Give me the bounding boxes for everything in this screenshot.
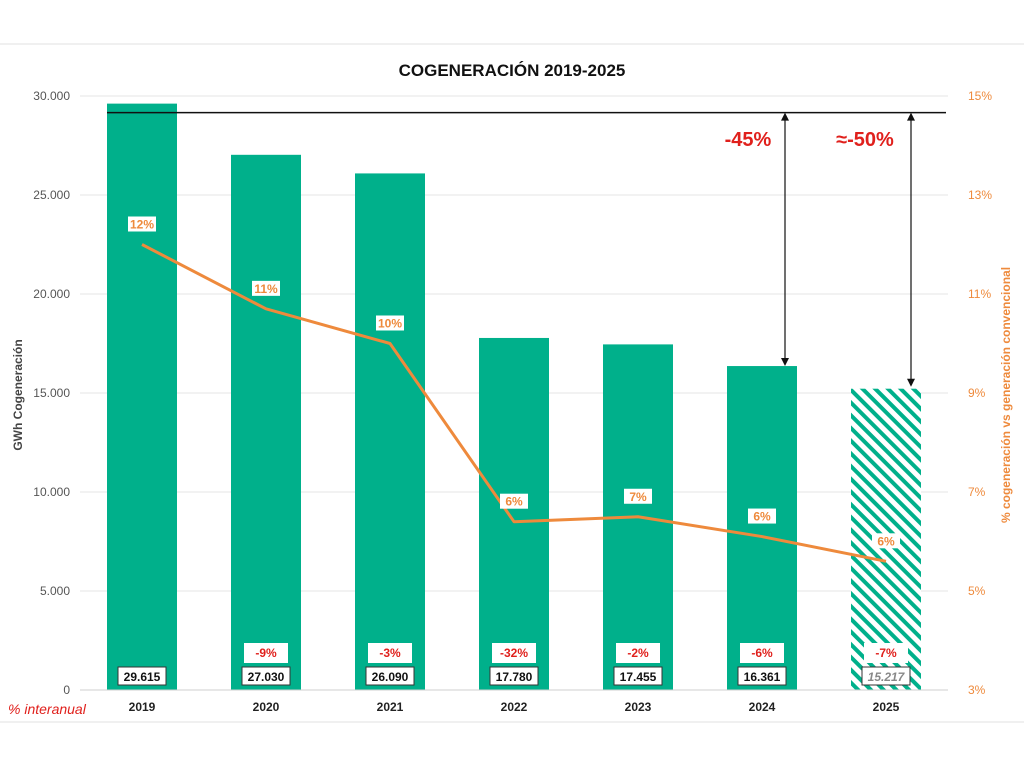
x-tick-label: 2021	[377, 700, 404, 714]
yoy-label-box	[864, 643, 908, 663]
value-label: 16.361	[744, 670, 781, 684]
value-label-box	[241, 666, 291, 686]
y-right-tick-label: 13%	[968, 188, 992, 202]
arrow-2025-head-top	[907, 112, 915, 121]
arrow-2024-head-top	[781, 112, 789, 121]
yoy-label-box	[244, 643, 288, 663]
value-label-box	[861, 666, 911, 686]
x-tick-label: 2019	[129, 700, 156, 714]
value-label: 17.780	[496, 670, 533, 684]
line-label-box	[252, 280, 280, 296]
line-label: 12%	[130, 218, 154, 232]
value-label-box	[613, 666, 663, 686]
yoy-label-box	[492, 643, 536, 663]
yoy-label: -32%	[500, 646, 528, 660]
yoy-label-box	[740, 643, 784, 663]
y-tick-label: 15.000	[33, 386, 70, 400]
yoy-label-box	[368, 643, 412, 663]
line-label-box	[376, 315, 404, 331]
bar-2024	[727, 366, 797, 690]
arrow-2025-head-bottom	[907, 378, 915, 387]
bar-2022	[479, 337, 549, 690]
x-tick-label: 2023	[625, 700, 652, 714]
bar-2019	[107, 103, 177, 691]
yoy-label: -6%	[751, 646, 773, 660]
line-label: 6%	[505, 495, 523, 509]
line-label: 11%	[254, 282, 278, 296]
x-tick-label: 2024	[749, 700, 776, 714]
value-label-box	[117, 666, 167, 686]
line-label-box	[128, 216, 156, 232]
y-tick-label: 5.000	[40, 584, 70, 598]
y-tick-label: 30.000	[33, 89, 70, 103]
yoy-label: -2%	[627, 646, 649, 660]
line-label: 6%	[753, 510, 771, 524]
line-label: 10%	[378, 317, 402, 331]
value-label: 15.217	[868, 670, 906, 684]
bar-2021	[355, 173, 425, 691]
value-label-box	[365, 666, 415, 686]
y-tick-label: 10.000	[33, 485, 70, 499]
value-label: 17.455	[620, 670, 657, 684]
y-tick-label: 25.000	[33, 188, 70, 202]
y-right-tick-label: 3%	[968, 683, 986, 697]
x-tick-label: 2022	[501, 700, 528, 714]
y-tick-label: 0	[63, 683, 70, 697]
y-right-tick-label: 15%	[968, 89, 992, 103]
yoy-label: -3%	[379, 646, 401, 660]
value-label: 29.615	[124, 670, 161, 684]
bar-2020	[231, 154, 301, 690]
interanual-label: % interanual	[8, 701, 87, 717]
yoy-label: -7%	[875, 646, 897, 660]
annotation-2024: -45%	[725, 129, 772, 151]
x-tick-label: 2020	[253, 700, 280, 714]
annotation-2025: ≈-50%	[836, 129, 894, 151]
y-axis-label-right: % cogeneración vs generación convenciona…	[999, 267, 1013, 523]
chart-title: COGENERACIÓN 2019-2025	[399, 61, 626, 80]
value-label-box	[737, 666, 787, 686]
line-label-box	[500, 493, 528, 509]
y-right-tick-label: 11%	[968, 287, 991, 301]
value-label: 27.030	[248, 670, 285, 684]
line-label-box	[872, 533, 900, 549]
x-tick-label: 2025	[873, 700, 900, 714]
y-tick-label: 20.000	[33, 287, 70, 301]
line-label: 6%	[877, 534, 895, 548]
value-label-box	[489, 666, 539, 686]
line-label-box	[624, 488, 652, 504]
arrow-2024-head-bottom	[781, 358, 789, 367]
yoy-label-box	[616, 643, 660, 663]
y-right-tick-label: 5%	[968, 584, 986, 598]
line-label-box	[748, 508, 776, 524]
line-series	[141, 243, 887, 563]
y-axis-label: GWh Cogeneración	[11, 339, 25, 450]
yoy-label: -9%	[255, 646, 277, 660]
y-right-tick-label: 7%	[968, 485, 986, 499]
value-label: 26.090	[372, 670, 409, 684]
line-label: 7%	[629, 490, 647, 504]
y-right-tick-label: 9%	[968, 386, 986, 400]
